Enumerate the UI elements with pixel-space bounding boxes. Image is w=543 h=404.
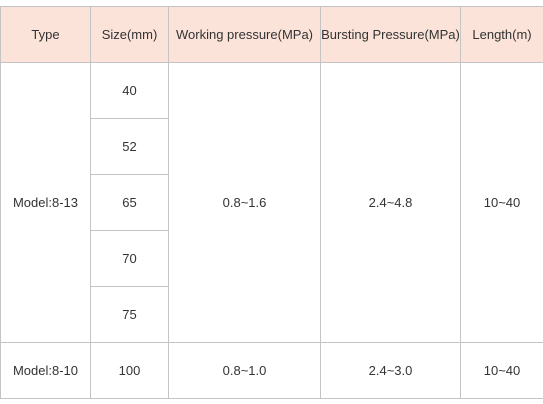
type-cell: Model:8-10	[1, 343, 91, 399]
size-cell: 65	[91, 175, 169, 231]
size-cell: 40	[91, 63, 169, 119]
header-cell: Size(mm)	[91, 7, 169, 63]
header-cell: Working pressure(MPa)	[169, 7, 321, 63]
size-cell: 52	[91, 119, 169, 175]
header-cell: Bursting Pressure(MPa)	[321, 7, 461, 63]
size-cell: 70	[91, 231, 169, 287]
table-row: Model:8-101000.8~1.02.4~3.010~40	[1, 343, 543, 399]
header-cell: Length(m)	[461, 7, 543, 63]
size-cell: 75	[91, 287, 169, 343]
table-body: Model:8-13400.8~1.62.4~4.810~4052657075M…	[1, 63, 543, 399]
size-cell: 100	[91, 343, 169, 399]
header-row: Type Size(mm) Working pressure(MPa) Burs…	[1, 7, 543, 63]
table-row: Model:8-13400.8~1.62.4~4.810~40	[1, 63, 543, 119]
header-cell: Type	[1, 7, 91, 63]
working-cell: 0.8~1.0	[169, 343, 321, 399]
bursting-cell: 2.4~3.0	[321, 343, 461, 399]
spec-table: Type Size(mm) Working pressure(MPa) Burs…	[0, 6, 543, 399]
bursting-cell: 2.4~4.8	[321, 63, 461, 343]
working-cell: 0.8~1.6	[169, 63, 321, 343]
type-cell: Model:8-13	[1, 63, 91, 343]
length-cell: 10~40	[461, 343, 543, 399]
length-cell: 10~40	[461, 63, 543, 343]
